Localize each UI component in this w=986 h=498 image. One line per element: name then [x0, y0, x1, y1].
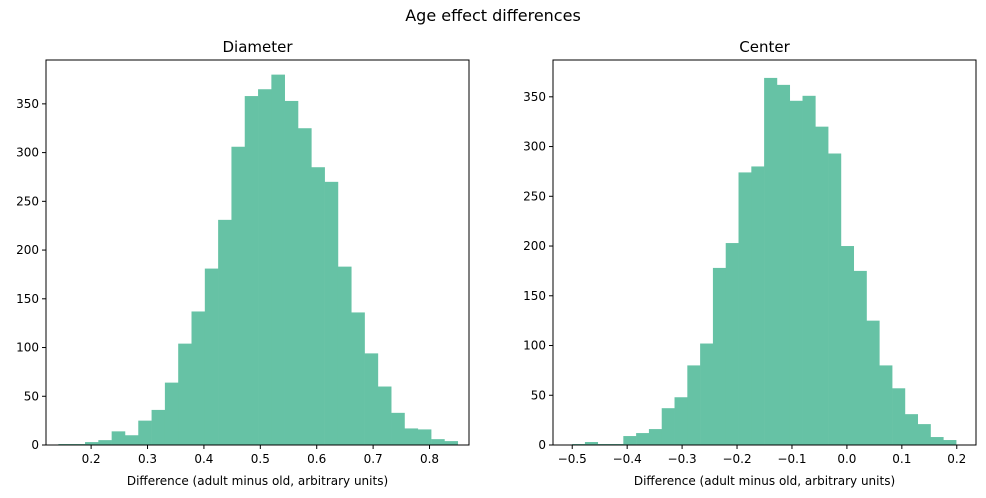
center-bar — [764, 77, 778, 445]
diameter-bar — [391, 412, 405, 445]
center-xtick-label: −0.5 — [558, 452, 587, 466]
center-bar — [853, 270, 867, 445]
center-bar — [917, 424, 931, 445]
center-bar — [840, 246, 855, 445]
center-bar — [879, 365, 893, 445]
diameter-title: Diameter — [222, 38, 293, 56]
diameter-bar — [284, 100, 299, 445]
diameter-bar — [324, 181, 339, 445]
center-bar — [789, 100, 803, 445]
center-ytick-label: 200 — [523, 239, 546, 253]
center-bar — [725, 243, 739, 445]
diameter-ytick-label: 300 — [16, 146, 39, 160]
diameter-bar — [138, 420, 152, 445]
diameter-axes-frame — [45, 59, 470, 446]
diameter-bar — [351, 312, 365, 445]
center-bar — [700, 343, 714, 445]
center-bar — [828, 153, 842, 445]
center-xtick-label: −0.4 — [613, 452, 642, 466]
diameter-bar — [377, 386, 392, 445]
center-bars — [572, 77, 957, 446]
center-bar — [712, 267, 727, 445]
center-bar — [904, 414, 919, 445]
diameter-bar — [111, 431, 126, 445]
center-xtick-label: −0.2 — [722, 452, 751, 466]
center-bar — [943, 440, 957, 445]
diameter-bar — [98, 440, 112, 445]
diameter-bar — [417, 429, 432, 445]
center-bar — [892, 388, 906, 445]
center-ytick-label: 250 — [523, 189, 546, 203]
diameter-bar — [431, 439, 445, 445]
center-bar — [661, 408, 675, 445]
diameter-bar — [124, 435, 139, 445]
diameter-ytick-label: 0 — [31, 438, 39, 452]
diameter-bar — [151, 409, 166, 445]
diameter-ytick-label: 100 — [16, 341, 39, 355]
center-bar — [776, 84, 791, 446]
diameter-bar — [85, 442, 99, 445]
center-bar — [802, 95, 816, 445]
diameter-bar — [271, 74, 285, 446]
diameter-xtick-label: 0.5 — [251, 452, 270, 466]
diameter-ytick-label: 350 — [16, 97, 39, 111]
diameter-bar — [191, 311, 206, 445]
center-bar — [584, 442, 599, 445]
center-bar — [930, 437, 944, 445]
diameter-ytick-label: 200 — [16, 243, 39, 257]
center-xtick-label: 0.2 — [947, 452, 966, 466]
diameter-xtick-label: 0.7 — [364, 452, 383, 466]
center-ytick-label: 100 — [523, 339, 546, 353]
diameter-bar — [178, 343, 192, 445]
center-xtick-label: 0.1 — [892, 452, 911, 466]
center-ytick-label: 0 — [538, 438, 546, 452]
diameter-xlabel: Difference (adult minus old, arbitrary u… — [127, 474, 388, 488]
diameter-bars — [58, 74, 459, 446]
diameter-ytick-label: 50 — [24, 389, 39, 403]
center-ytick-label: 50 — [531, 388, 546, 402]
center-histogram-panel: −0.5 −0.4 −0.3 −0.2 −0.1 0.0 0.1 0.2 0 50 100 150 20… — [523, 38, 977, 488]
center-xlabel: Difference (adult minus old, arbitrary u… — [634, 474, 895, 488]
diameter-bar — [404, 428, 419, 445]
center-bar — [648, 429, 663, 445]
diameter-histogram-panel: 0.2 0.3 0.4 0.5 0.6 0.7 0.8 0 50 100 150 200 250 300 3… — [16, 38, 470, 488]
center-bar — [751, 166, 765, 445]
diameter-ytick-label: 250 — [16, 194, 39, 208]
diameter-bar — [364, 353, 379, 445]
center-ytick-label: 150 — [523, 289, 546, 303]
diameter-xtick-label: 0.8 — [420, 452, 439, 466]
center-ytick-label: 300 — [523, 140, 546, 154]
center-bar — [738, 172, 752, 446]
center-bar — [866, 320, 880, 445]
diameter-xtick-label: 0.6 — [307, 452, 326, 466]
center-xtick-label: −0.1 — [777, 452, 806, 466]
center-ytick-label: 350 — [523, 90, 546, 104]
diameter-bar — [218, 219, 232, 445]
diameter-xtick-label: 0.3 — [138, 452, 157, 466]
diameter-bar — [244, 96, 259, 445]
diameter-xtick-label: 0.4 — [194, 452, 213, 466]
diameter-bar — [258, 89, 272, 446]
diameter-bar — [298, 128, 312, 446]
diameter-bar — [444, 441, 459, 445]
figure-suptitle: Age effect differences — [405, 6, 581, 25]
center-bar — [687, 365, 701, 445]
center-axes-frame — [552, 59, 977, 446]
center-bar — [623, 436, 637, 445]
diameter-xtick-label: 0.2 — [82, 452, 101, 466]
diameter-bar — [204, 268, 219, 445]
center-bar — [815, 126, 829, 446]
center-title: Center — [739, 38, 790, 56]
center-xtick-label: 0.0 — [837, 452, 856, 466]
diameter-ytick-label: 150 — [16, 292, 39, 306]
center-xtick-label: −0.3 — [668, 452, 697, 466]
diameter-bar — [337, 266, 352, 445]
diameter-bar — [231, 146, 246, 445]
diameter-bar — [164, 382, 179, 445]
center-bar — [674, 397, 688, 445]
center-bar — [636, 433, 650, 445]
diameter-bar — [311, 167, 325, 445]
